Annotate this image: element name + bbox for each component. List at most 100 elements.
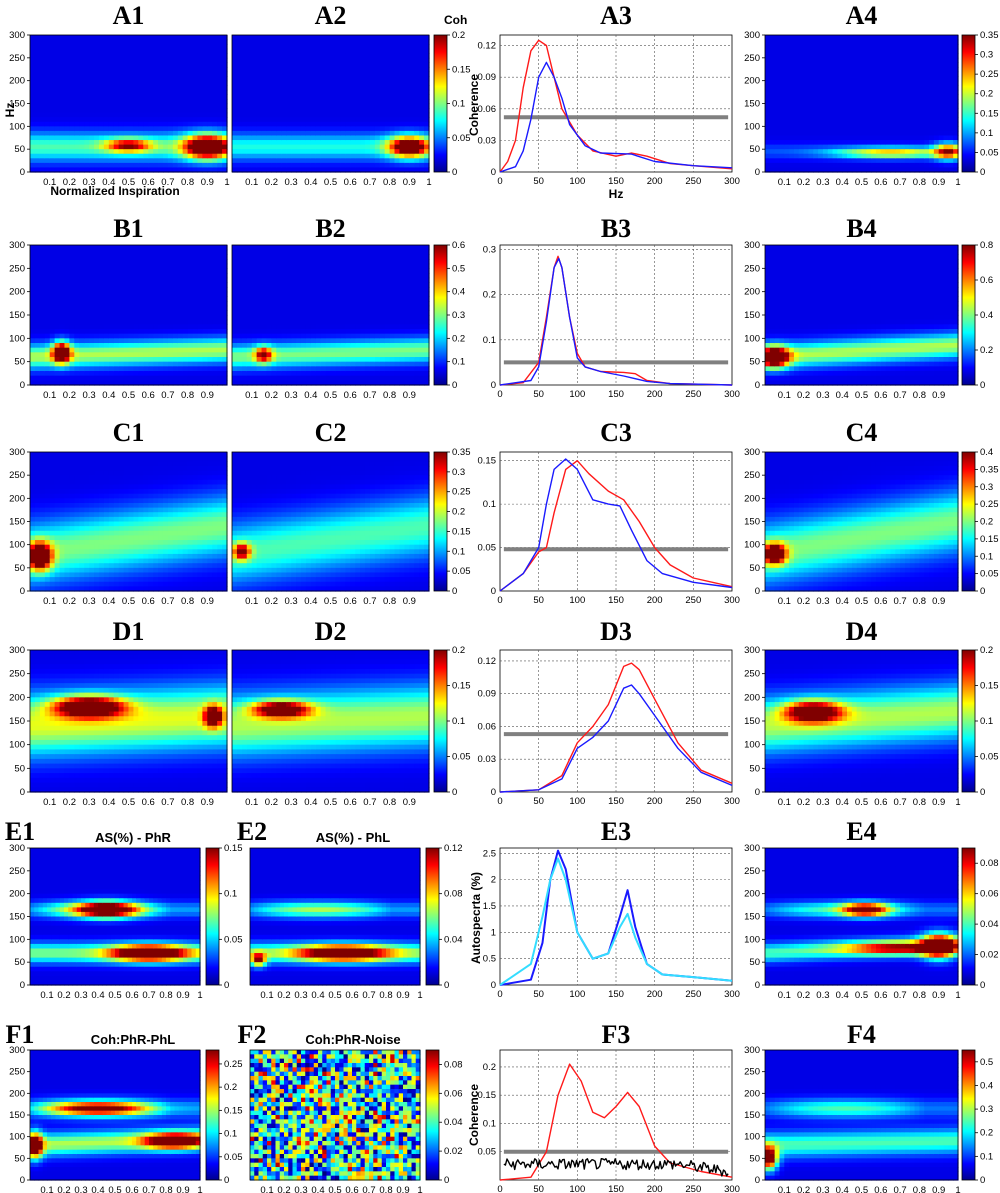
- heat-cell: [345, 126, 351, 132]
- heat-cell: [271, 48, 277, 54]
- heat-cell: [133, 287, 139, 293]
- heat-cell: [30, 89, 36, 95]
- heat-cell: [765, 35, 771, 41]
- heat-cell: [197, 57, 203, 63]
- heat-cell: [364, 89, 371, 95]
- heat-cell: [803, 112, 810, 118]
- heat-cell: [414, 89, 420, 95]
- heat-cell: [842, 103, 848, 109]
- heat-cell: [39, 254, 46, 260]
- heat-cell: [832, 76, 838, 82]
- heat-cell: [207, 121, 213, 127]
- heat-cell: [54, 130, 61, 137]
- heat-cell: [271, 94, 277, 100]
- heat-cell: [875, 98, 882, 105]
- heat-cell: [158, 80, 164, 86]
- heat-cell: [943, 44, 949, 50]
- heat-cell: [837, 103, 843, 109]
- heat-cell: [123, 296, 130, 302]
- heat-cell: [236, 39, 243, 45]
- heat-cell: [929, 53, 935, 59]
- heat-cell: [919, 35, 925, 41]
- heat-cell: [103, 291, 110, 297]
- heat-cell: [880, 44, 887, 50]
- heat-cell: [813, 85, 819, 91]
- heat-cell: [379, 158, 386, 164]
- heat-cell: [784, 167, 790, 173]
- heat-cell: [74, 287, 80, 293]
- heat-cell: [64, 324, 70, 330]
- heat-cell: [69, 329, 75, 335]
- heat-cell: [118, 85, 125, 91]
- heat-cell: [202, 158, 208, 164]
- heat-cell: [890, 140, 896, 146]
- heat-cell: [79, 117, 85, 123]
- heat-cell: [30, 366, 36, 372]
- heat-cell: [389, 53, 396, 59]
- heat-cell: [246, 89, 253, 95]
- heat-cell: [172, 357, 179, 363]
- heat-cell: [933, 66, 940, 73]
- x-tick-label: 0.2: [63, 390, 76, 401]
- heat-cell: [187, 338, 194, 344]
- heat-cell: [924, 135, 930, 141]
- heat-cell: [148, 291, 154, 297]
- heat-cell: [929, 62, 935, 68]
- heat-cell: [59, 121, 66, 127]
- heat-cell: [271, 153, 277, 159]
- heat-cell: [384, 126, 391, 132]
- heat-cell: [162, 44, 169, 50]
- heat-cell: [64, 135, 70, 141]
- heat-cell: [404, 153, 410, 159]
- heat-cell: [266, 76, 272, 82]
- heat-cell: [399, 39, 405, 45]
- heat-cell: [890, 53, 896, 59]
- heat-cell: [113, 319, 120, 325]
- heat-cell: [866, 130, 872, 137]
- heat-cell: [103, 338, 110, 344]
- heat-cell: [798, 117, 805, 123]
- heat-cell: [108, 149, 115, 155]
- heat-cell: [74, 135, 80, 141]
- heat-cell: [113, 153, 120, 159]
- heat-cell: [769, 48, 776, 54]
- heat-cell: [217, 135, 223, 141]
- heat-cell: [374, 149, 381, 155]
- heat-cell: [924, 62, 930, 68]
- heat-cell: [765, 48, 771, 54]
- heat-cell: [202, 287, 208, 293]
- heat-cell: [856, 66, 863, 73]
- heat-cell: [330, 112, 337, 118]
- heat-cell: [832, 66, 838, 73]
- heat-cell: [251, 135, 258, 141]
- heat-cell: [774, 162, 781, 169]
- heat-cell: [875, 62, 882, 68]
- heat-cell: [296, 103, 302, 109]
- heat-cell: [871, 108, 877, 114]
- heat-cell: [856, 62, 863, 68]
- heat-cell: [404, 117, 410, 123]
- heat-cell: [793, 35, 800, 41]
- heat-cell: [138, 85, 144, 91]
- heat-cell: [39, 117, 46, 123]
- heat-cell: [177, 162, 184, 169]
- heat-cell: [822, 80, 829, 86]
- heat-cell: [236, 76, 243, 82]
- heat-cell: [345, 53, 351, 59]
- heat-cell: [325, 39, 332, 45]
- heat-cell: [315, 35, 322, 41]
- heat-cell: [924, 53, 930, 59]
- heat-cell: [232, 80, 238, 86]
- heat-cell: [138, 366, 144, 372]
- heat-cell: [929, 144, 935, 150]
- heat-cell: [118, 71, 125, 77]
- heat-cell: [856, 53, 863, 59]
- heat-cell: [948, 140, 954, 146]
- heat-cell: [217, 352, 223, 358]
- heat-cell: [384, 48, 391, 54]
- heat-cell: [44, 357, 51, 363]
- heat-cell: [409, 39, 415, 45]
- heat-cell: [222, 254, 228, 260]
- heat-cell: [103, 85, 110, 91]
- heat-cell: [54, 371, 61, 377]
